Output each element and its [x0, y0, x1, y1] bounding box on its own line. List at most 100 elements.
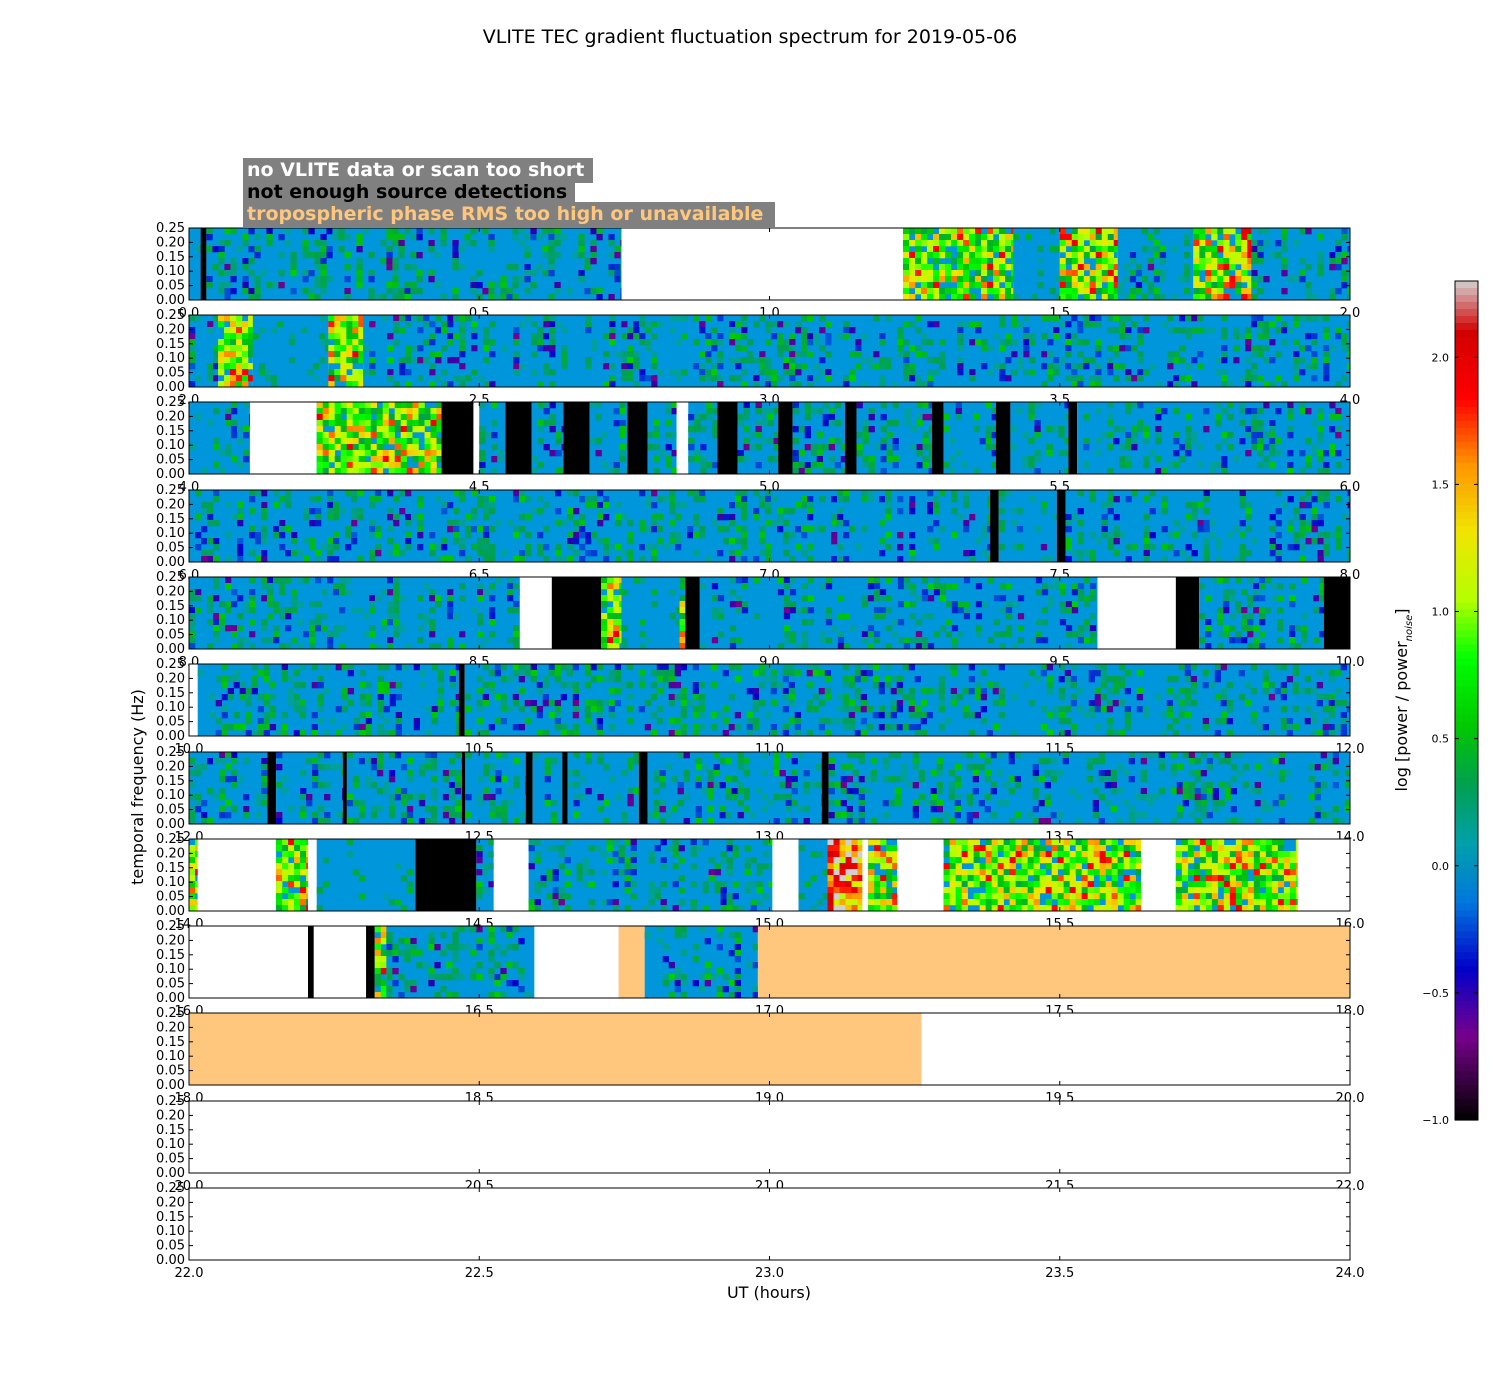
spectrum-cell [619, 583, 622, 590]
spectrum-cell [263, 694, 271, 701]
spectrum-cell [230, 339, 237, 346]
spectrum-cell [267, 577, 274, 584]
spectrum-cell [1235, 637, 1242, 644]
spectrum-cell [938, 700, 946, 707]
panel-body [189, 228, 1350, 300]
spectrum-cell [218, 246, 225, 253]
spectrum-cell [464, 234, 471, 241]
spectrum-cell [1089, 490, 1096, 497]
spectrum-cell [1340, 718, 1348, 725]
spectrum-cell [1124, 724, 1132, 731]
spectrum-cell [816, 462, 824, 469]
spectrum-cell [903, 637, 911, 644]
spectrum-cell [1167, 327, 1174, 334]
spectrum-cell [530, 706, 538, 713]
spectrum-cell [867, 583, 875, 590]
spectrum-cell [242, 375, 249, 382]
spectrum-cell [1289, 583, 1296, 590]
spectrum-cell [1028, 402, 1035, 409]
spectrum-cell [1329, 450, 1336, 457]
spectrum-cell [933, 270, 940, 277]
spectrum-cell [607, 595, 614, 602]
spectrum-cell [589, 402, 596, 409]
spectrum-cell [765, 327, 772, 334]
spectrum-cell [489, 321, 496, 328]
spectrum-cell [548, 712, 556, 719]
spectrum-cell [1107, 276, 1115, 283]
spectrum-cell [482, 700, 490, 707]
spectrum-cell [903, 228, 910, 235]
spectrum-cell [1311, 526, 1318, 533]
spectrum-cell [1041, 607, 1049, 614]
spectrum-cell [207, 369, 214, 376]
spectrum-cell [991, 444, 997, 451]
spectrum-cell [237, 544, 244, 551]
spectrum-cell [1286, 676, 1294, 683]
spectrum-cell [794, 730, 802, 736]
spectrum-cell [1287, 327, 1294, 334]
spectrum-cell [597, 502, 604, 509]
panel-5: 0.000.050.100.150.200.258.0 8.5 9.0 9.5 10.0 [156, 570, 1364, 670]
spectrum-cell [951, 643, 959, 649]
spectrum-cell [1149, 490, 1156, 497]
spectrum-cell [1203, 490, 1210, 497]
spectrum-cell [939, 363, 946, 370]
spectrum-cell [458, 264, 465, 271]
spectrum-cell [1083, 414, 1090, 421]
spectrum-cell [729, 538, 736, 545]
spectrum-cell [927, 357, 934, 364]
spectrum-cell [452, 288, 459, 295]
spectrum-cell [358, 333, 364, 340]
spectrum-cell [1247, 282, 1252, 289]
spectrum-cell [862, 426, 869, 433]
spectrum-cell [1229, 252, 1236, 259]
spectrum-cell [804, 402, 812, 409]
spectrum-cell [645, 496, 652, 503]
spectrum-cell [620, 682, 628, 689]
spectrum-cell [1323, 468, 1330, 474]
spectrum-cell [938, 676, 946, 683]
spectrum-cell [1083, 339, 1090, 346]
spectrum-cell [777, 375, 784, 382]
spectrum-cell [424, 432, 431, 439]
spectrum-cell [828, 408, 836, 415]
spectrum-cell [951, 607, 959, 614]
spectrum-cell [619, 432, 626, 439]
spectrum-cell [1005, 607, 1013, 614]
spectrum-cell [927, 294, 934, 300]
spectrum-cell [1095, 321, 1102, 328]
spectrum-cell [399, 595, 406, 602]
spectrum-cell [382, 456, 390, 463]
spectrum-cell [1269, 426, 1276, 433]
spectrum-cell [406, 450, 413, 457]
spectrum-cell [620, 234, 622, 241]
spectrum-cell [549, 381, 556, 387]
spectrum-cell [957, 264, 964, 271]
spectrum-cell [1083, 601, 1091, 608]
spectrum-cell [1217, 240, 1224, 247]
spectrum-cell [206, 228, 213, 235]
spectrum-cell [1107, 345, 1114, 352]
spectrum-cell [1329, 252, 1336, 259]
spectrum-cell [237, 776, 244, 783]
spectrum-cell [915, 252, 922, 259]
spectrum-cell [927, 643, 935, 649]
spectrum-cell [1101, 532, 1108, 539]
spectrum-cell [1059, 258, 1067, 265]
spectrum-cell [1167, 351, 1174, 358]
spectrum-cell [1083, 276, 1091, 283]
spectrum-cell [334, 438, 342, 445]
spectrum-cell [1107, 502, 1114, 509]
segment-black [627, 402, 648, 474]
spectrum-cell [1229, 276, 1236, 283]
spectrum-cell [867, 595, 875, 602]
spectrum-cell [1251, 538, 1258, 545]
spectrum-cell [213, 794, 220, 801]
spectrum-cell [1041, 381, 1048, 387]
spectrum-cell [1053, 315, 1060, 322]
spectrum-cell [752, 706, 760, 713]
spectrum-cell [1077, 589, 1085, 596]
spectrum-cell [1323, 502, 1330, 509]
spectrum-cell [854, 670, 862, 677]
spectrum-cell [741, 357, 748, 364]
